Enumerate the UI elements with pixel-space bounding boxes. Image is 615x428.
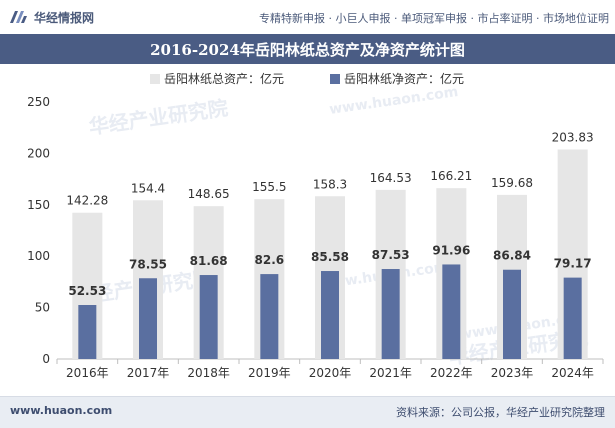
x-tick-label: 2017年 — [127, 366, 170, 380]
net-value-label: 81.68 — [190, 254, 228, 268]
x-tick-label: 2018年 — [187, 366, 230, 380]
legend-swatch — [330, 74, 340, 84]
net-value-label: 79.17 — [554, 257, 592, 271]
y-tick-label: 100 — [27, 249, 50, 263]
net-assets-bar — [563, 277, 582, 359]
service-tagline: 专精特新申报 · 小巨人申报 · 单项冠军申报 · 市占率证明 · 市场地位证明 — [259, 12, 609, 25]
total-value-label: 164.53 — [370, 171, 412, 185]
net-value-label: 52.53 — [68, 284, 106, 298]
x-tick-label: 2016年 — [66, 366, 109, 380]
net-value-label: 91.96 — [432, 243, 470, 257]
legend-label: 岳阳林纸总资产：亿元 — [164, 71, 284, 86]
net-assets-bar — [321, 271, 339, 359]
total-value-label: 166.21 — [430, 169, 472, 183]
x-tick-label: 2021年 — [369, 366, 412, 380]
legend-label: 岳阳林纸净资产：亿元 — [344, 71, 464, 86]
net-value-label: 82.6 — [255, 253, 285, 267]
y-tick-label: 0 — [42, 352, 50, 366]
y-tick-label: 50 — [35, 301, 50, 315]
net-value-label: 85.58 — [311, 250, 349, 264]
net-value-label: 78.55 — [129, 257, 167, 271]
total-value-label: 148.65 — [188, 187, 230, 201]
top-bar: 华经情报网 专精特新申报 · 小巨人申报 · 单项冠军申报 · 市占率证明 · … — [0, 0, 615, 35]
total-value-label: 154.4 — [131, 181, 165, 195]
huajing-logo-icon — [10, 11, 27, 23]
x-tick-label: 2023年 — [491, 366, 534, 380]
y-tick-label: 250 — [27, 95, 50, 109]
watermark-text: www.huaon.com — [328, 84, 459, 118]
x-tick-label: 2020年 — [309, 366, 352, 380]
net-assets-bar — [442, 264, 461, 359]
net-assets-bar — [139, 278, 157, 359]
net-assets-bar — [503, 269, 521, 359]
chart-title: 2016-2024年岳阳林纸总资产及净资产统计图 — [0, 34, 615, 64]
footer-source: 资料来源：公司公报，华经产业研究院整理 — [396, 406, 605, 419]
legend-swatch — [150, 74, 160, 84]
brand-name: 华经情报网 — [34, 10, 95, 25]
total-value-label: 159.68 — [491, 176, 533, 190]
x-tick-label: 2022年 — [430, 366, 473, 380]
net-assets-bar — [381, 269, 400, 359]
x-tick-label: 2024年 — [551, 366, 594, 380]
brand[interactable]: 华经情报网 — [8, 8, 94, 26]
footer: www.huaon.com 资料来源：公司公报，华经产业研究院整理 — [0, 396, 615, 428]
total-value-label: 155.5 — [252, 180, 286, 194]
total-value-label: 203.83 — [552, 130, 594, 144]
watermark-text: 华经产业研究院 — [87, 96, 229, 139]
net-value-label: 87.53 — [372, 248, 410, 262]
total-value-label: 158.3 — [313, 177, 347, 191]
bar-chart: 华经产业研究院www.huaon.com华经产业研究院www.huaon.com… — [27, 71, 604, 380]
x-tick-label: 2019年 — [248, 366, 291, 380]
net-assets-bar — [260, 274, 279, 359]
net-assets-bar — [199, 275, 218, 359]
total-value-label: 142.28 — [66, 194, 108, 208]
net-value-label: 86.84 — [493, 249, 531, 263]
y-tick-label: 200 — [27, 146, 50, 160]
net-assets-bar — [78, 304, 97, 359]
y-tick-label: 150 — [27, 198, 50, 212]
footer-url[interactable]: www.huaon.com — [10, 404, 113, 417]
